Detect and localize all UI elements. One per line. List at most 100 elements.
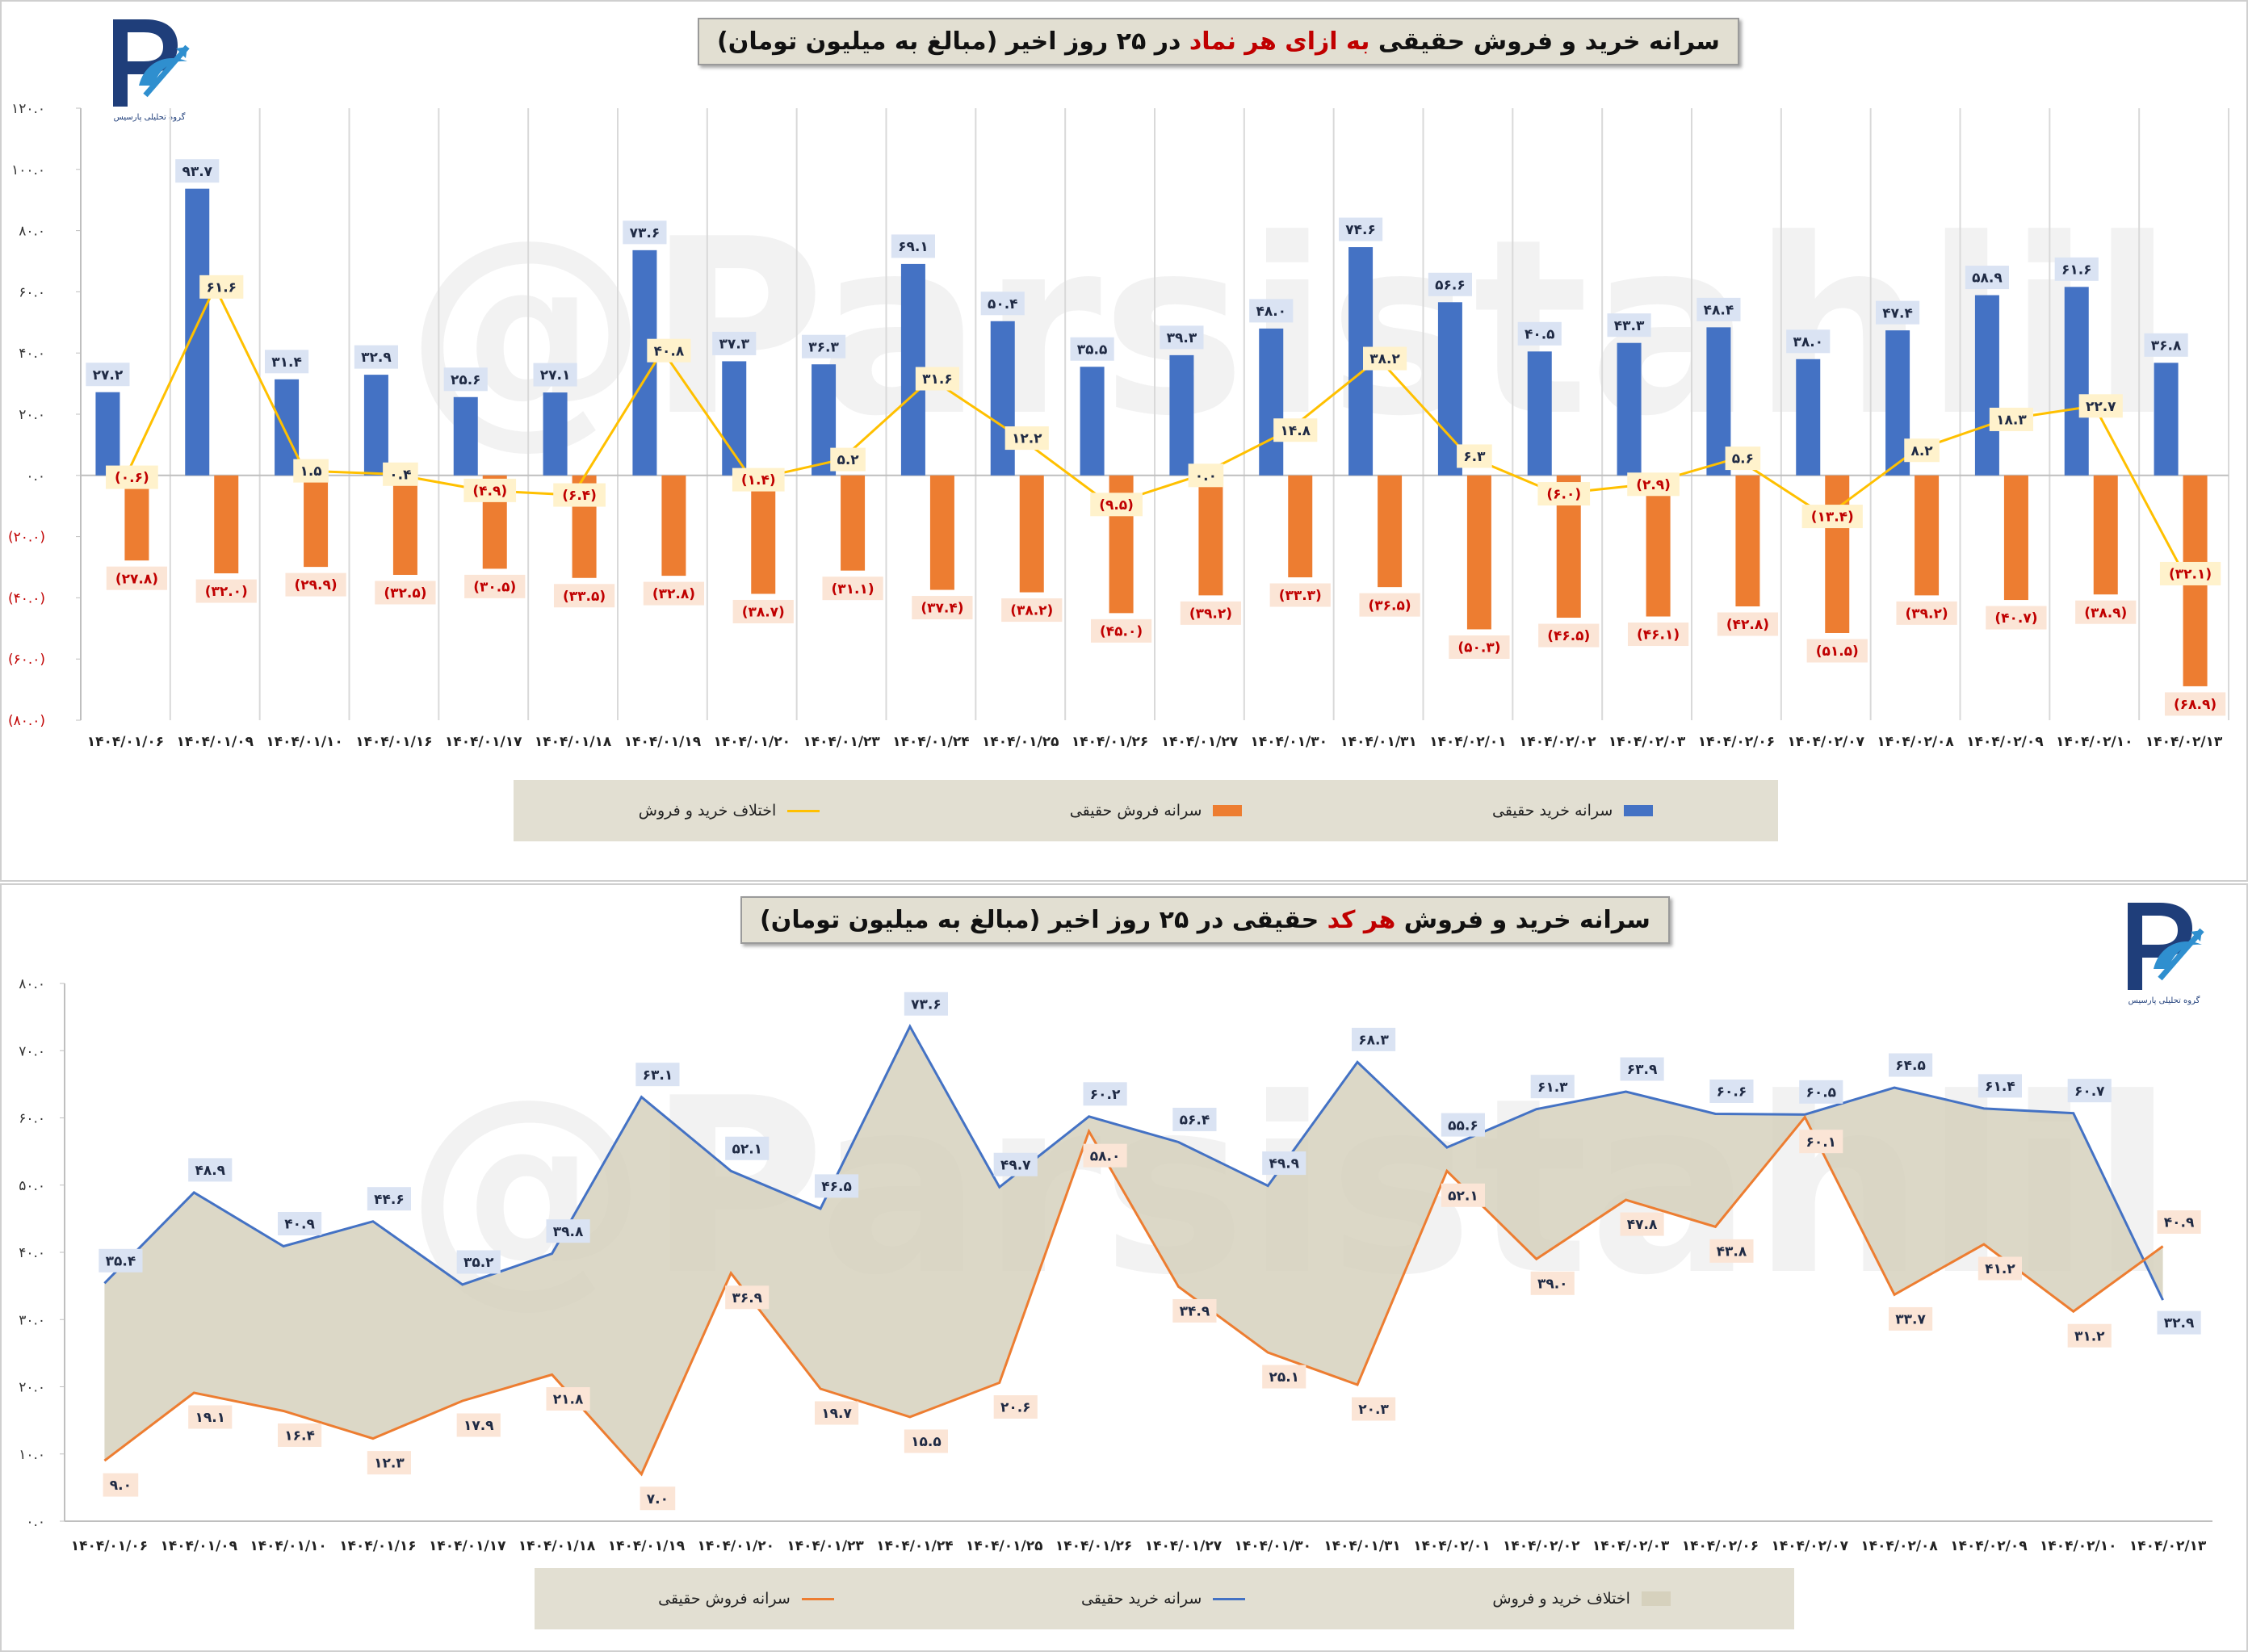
line-label-buy-bg	[1530, 1075, 1575, 1099]
line-label-buy: ۷۳.۶	[911, 996, 942, 1013]
bar-label-sell: (۳۶.۵)	[1369, 597, 1411, 614]
line-label-sell-bg	[278, 1423, 322, 1447]
bar-label-sell-bg	[822, 577, 883, 601]
bar-label-sell-bg	[1359, 593, 1420, 617]
x-tick-label: ۱۴۰۴/۰۱/۲۵	[966, 1538, 1042, 1554]
line-label-diff: (۹.۵)	[1099, 497, 1134, 514]
bar-sell	[2093, 475, 2118, 595]
line-label-diff: (۶.۰)	[1546, 487, 1581, 503]
line-label-buy: ۴۹.۷	[1000, 1157, 1031, 1173]
line-label-buy-bg	[1441, 1113, 1485, 1137]
x-tick-label: ۱۴۰۴/۰۲/۱۳	[2129, 1538, 2207, 1554]
line-label-buy-bg	[1620, 1057, 1664, 1081]
bar-sell	[1646, 475, 1671, 617]
line-label-sell-bg	[725, 1285, 770, 1310]
bar-label-sell: (۳۱.۱)	[832, 581, 874, 597]
parsis-logo-icon: گروه تحلیلی پارسیس	[97, 11, 202, 124]
line-label-diff: ۳۸.۲	[1369, 351, 1400, 367]
top-bar-chart: ۱۲۰.۰ ۱۰۰.۰ ۸۰.۰ ۶۰.۰ ۴۰.۰ ۲۰.۰ ۰.۰ (۲۰.۰) (۴۰.۰…	[8, 101, 2229, 750]
line-label-sell-bg	[1172, 1298, 1217, 1323]
bar-label-sell: (۳۹.۲)	[1906, 606, 1948, 622]
line-label-sell: ۲۵.۱	[1269, 1369, 1299, 1386]
line-label-buy-bg	[1799, 1080, 1843, 1104]
legend-swatch-diff	[787, 809, 820, 812]
line-label-buy-bg	[1172, 1107, 1217, 1131]
legend-label-diff: اختلاف خرید و فروش	[638, 802, 777, 820]
line-label-sell-bg	[188, 1405, 233, 1429]
line-label-diff-bg	[293, 459, 329, 483]
y-tick-label: ۸۰.۰	[19, 976, 45, 992]
bar-label-buy-bg	[533, 363, 577, 387]
line-label-diff: ۵.۲	[837, 452, 859, 468]
bar-label-buy: ۳۵.۵	[1077, 342, 1108, 358]
bar-label-buy-bg	[265, 350, 309, 374]
x-tick-label: ۱۴۰۴/۰۱/۱۹	[608, 1538, 686, 1554]
line-label-buy-bg	[1709, 1080, 1754, 1104]
line-label-diff: ۰.۴	[389, 467, 411, 483]
x-tick-label: ۱۴۰۴/۰۱/۲۷	[1145, 1538, 1223, 1554]
bar-label-buy-bg	[2054, 257, 2099, 281]
bar-label-sell: (۳۸.۹)	[2084, 605, 2127, 621]
y-tick-label: ۸۰.۰	[19, 224, 45, 240]
line-buy	[103, 1024, 2164, 1301]
bar-label-sell-bg	[1896, 601, 1957, 625]
x-tick-label: ۱۴۰۴/۰۱/۰۶	[87, 734, 164, 750]
bar-label-buy-bg	[354, 345, 398, 369]
line-label-sell: ۲۰.۶	[1000, 1400, 1031, 1416]
bar-sell	[1198, 475, 1223, 596]
bar-buy	[185, 188, 210, 476]
x-tick-label: ۱۴۰۴/۰۲/۰۳	[1592, 1538, 1670, 1554]
top-chart-legend: سرانه خرید حقیقی سرانه فروش حقیقی اختلاف…	[514, 780, 1778, 841]
legend-swatch-sell	[1213, 805, 1243, 816]
bar-label-buy: ۵۸.۹	[1972, 270, 2003, 287]
legend-label-buy: سرانه خرید حقیقی	[1080, 1590, 1202, 1608]
legend-swatch-buy	[1213, 1597, 1246, 1600]
line-label-diff: ۱۴.۸	[1280, 423, 1311, 439]
line-label-sell: ۵۸.۰	[1090, 1148, 1121, 1164]
line-label-diff-bg	[1725, 447, 1761, 471]
line-label-buy-bg	[1889, 1053, 1933, 1077]
x-tick-label: ۱۴۰۴/۰۱/۲۳	[803, 734, 880, 750]
x-tick-label: ۱۴۰۴/۰۱/۲۶	[1072, 734, 1148, 750]
bar-label-buy: ۹۳.۷	[182, 164, 212, 180]
bar-label-sell: (۲۹.۹)	[295, 577, 338, 593]
line-label-sell: ۳۹.۰	[1537, 1276, 1568, 1292]
bar-label-sell-bg	[2164, 692, 2226, 716]
line-label-diff: (۱.۴)	[741, 472, 776, 488]
y-tick-label: ۶۰.۰	[19, 1111, 45, 1127]
legend-swatch-buy	[1624, 805, 1654, 816]
line-label-sell-bg	[993, 1395, 1038, 1419]
bar-label-sell: (۳۳.۵)	[563, 589, 606, 605]
line-label-sell-bg	[1441, 1183, 1485, 1207]
bar-label-buy: ۳۹.۳	[1167, 330, 1197, 346]
line-label-sell-bg	[1620, 1212, 1664, 1236]
logo-caption: گروه تحلیلی پارسیس	[2128, 996, 2200, 1005]
x-tick-label: ۱۴۰۴/۰۲/۰۲	[1503, 1538, 1580, 1554]
bar-buy	[543, 392, 568, 476]
legend-swatch-diff	[1641, 1591, 1671, 1606]
line-label-diff-bg	[2078, 394, 2123, 418]
x-tick-label: ۱۴۰۴/۰۲/۰۶	[1698, 734, 1775, 750]
legend-item-buy: سرانه خرید حقیقی	[1080, 1590, 1246, 1608]
x-tick-label: ۱۴۰۴/۰۲/۱۰	[2056, 734, 2133, 750]
x-tick-label: ۱۴۰۴/۰۲/۰۹	[1966, 734, 2044, 750]
bar-label-buy-bg	[443, 367, 488, 392]
bar-label-sell-bg	[195, 579, 257, 603]
line-label-diff-bg	[1904, 438, 1940, 463]
bar-label-sell: (۳۹.۲)	[1189, 606, 1232, 622]
top-chart-title: سرانه خرید و فروش حقیقی به ازای هر نماد …	[698, 18, 1739, 65]
line-label-diff-bg	[1004, 426, 1049, 451]
line-label-buy-bg	[2067, 1079, 2112, 1103]
line-label-buy: ۵۶.۴	[1180, 1113, 1210, 1129]
bar-label-buy-bg	[1249, 299, 1294, 323]
bar-label-sell: (۳۷.۴)	[921, 601, 963, 617]
bar-label-sell-bg	[2075, 600, 2137, 624]
x-tick-label: ۱۴۰۴/۰۱/۲۳	[786, 1538, 864, 1554]
bar-label-buy-bg	[891, 234, 935, 258]
bar-label-sell-bg	[375, 581, 436, 605]
line-label-buy-bg	[546, 1219, 590, 1243]
line-label-diff: ۶.۳	[1463, 449, 1486, 465]
legend-label-diff: اختلاف خرید و فروش	[1492, 1590, 1630, 1608]
x-tick-label: ۱۴۰۴/۰۲/۱۳	[2145, 734, 2223, 750]
bar-label-sell-bg	[106, 566, 168, 590]
